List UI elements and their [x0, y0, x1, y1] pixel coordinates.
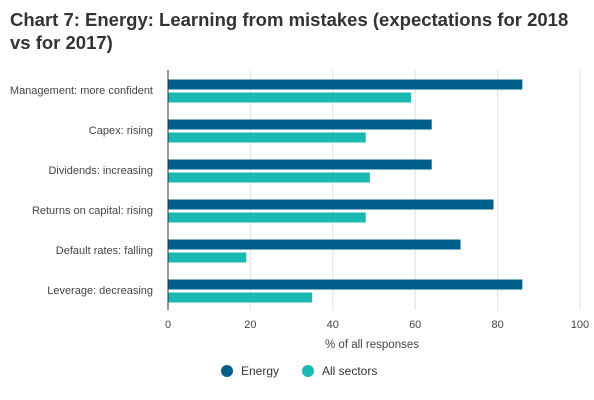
x-tick-labels: 0 20 40 60 80 100 [165, 319, 589, 331]
x-tick-label: 100 [571, 319, 589, 331]
bar-energy[interactable] [168, 199, 494, 210]
x-tick-label: 80 [491, 319, 503, 331]
bar-all-sectors[interactable] [168, 252, 247, 263]
x-tick-label: 20 [244, 319, 256, 331]
legend-label-energy: Energy [241, 364, 280, 378]
bar-energy[interactable] [168, 119, 432, 130]
bar-all-sectors[interactable] [168, 172, 370, 183]
x-axis-title: % of all responses [325, 339, 419, 351]
bar-all-sectors[interactable] [168, 212, 366, 223]
chart-title: Chart 7: Energy: Learning from mistakes … [10, 9, 569, 53]
x-tick-label: 0 [165, 319, 171, 331]
bar-all-sectors[interactable] [168, 132, 366, 143]
bar-energy[interactable] [168, 239, 461, 250]
legend-swatch-all-sectors [302, 365, 314, 377]
category-label: Dividends: increasing [48, 165, 153, 177]
bar-energy[interactable] [168, 159, 432, 170]
category-label: Management: more confident [10, 85, 153, 97]
x-tick-label: 60 [409, 319, 421, 331]
legend-item-energy[interactable]: Energy [221, 364, 279, 378]
bars [168, 79, 523, 303]
bar-all-sectors[interactable] [168, 92, 412, 103]
bar-all-sectors[interactable] [168, 292, 313, 303]
legend-item-all-sectors[interactable]: All sectors [302, 364, 377, 378]
bar-energy[interactable] [168, 279, 523, 290]
category-label: Capex: rising [89, 125, 153, 137]
legend-swatch-energy [221, 365, 233, 377]
legend-label-all-sectors: All sectors [322, 364, 378, 378]
category-labels: Management: more confident Capex: rising D… [10, 85, 153, 297]
gridlines [249, 70, 581, 310]
legend: Energy All sectors [0, 364, 594, 384]
category-label: Returns on capital: rising [32, 205, 153, 217]
category-label: Default rates: falling [56, 245, 153, 257]
x-tick-label: 40 [327, 319, 339, 331]
category-label: Leverage: decreasing [47, 285, 153, 297]
bar-energy[interactable] [168, 79, 523, 90]
